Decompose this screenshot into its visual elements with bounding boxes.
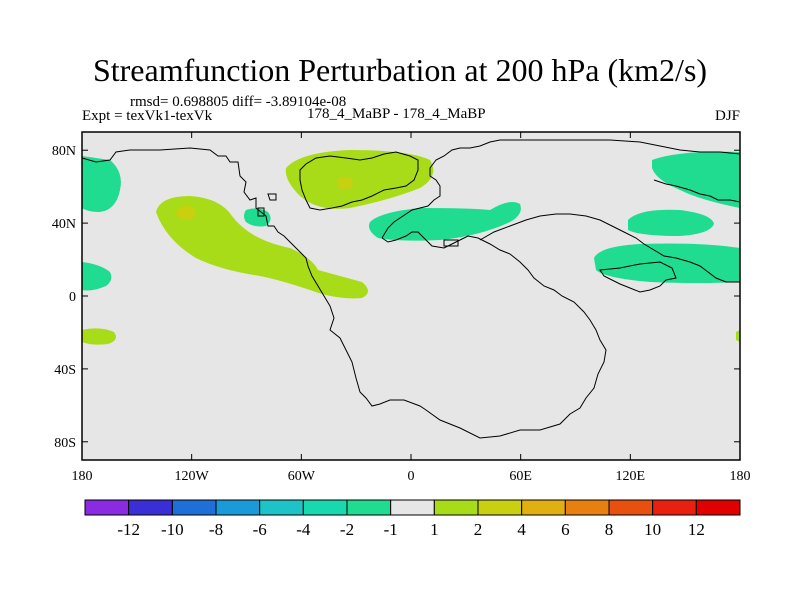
positive-anomaly-pacific [156, 196, 368, 299]
colorbar-swatch [564, 499, 610, 516]
x-tick-label: 180 [72, 469, 93, 484]
y-tick-label: 80S [54, 436, 76, 451]
positive-anomaly-pacific-core [176, 206, 196, 220]
chart-title: Streamfunction Perturbation at 200 hPa (… [92, 52, 708, 88]
negative-anomaly-asia-east [594, 243, 740, 283]
y-axis: 80N 40N 0 40S 80S [52, 144, 740, 451]
x-tick-label: 120E [616, 469, 646, 484]
positive-anomaly-south-pacific [82, 328, 116, 345]
colorbar-swatch [171, 499, 217, 516]
run-label: 178_4_MaBP - 178_4_MaBP [307, 106, 486, 122]
positive-anomaly-date-line-south [736, 330, 740, 342]
colorbar-swatch [302, 499, 348, 516]
colorbar-label: -6 [253, 520, 267, 539]
colorbar-swatch [346, 499, 392, 516]
colorbar-label: 4 [517, 520, 526, 539]
coastlines [82, 139, 740, 439]
colorbar-swatch [608, 499, 654, 516]
colorbar-label: 6 [561, 520, 570, 539]
colorbar-label: 2 [474, 520, 483, 539]
colorbar-swatch [433, 499, 479, 516]
colorbar-label: 1 [430, 520, 439, 539]
experiment-label: Expt = texVk1-texVk [82, 108, 213, 124]
x-tick-label: 60W [288, 469, 316, 484]
colorbar-label: 12 [688, 520, 705, 539]
negative-anomaly-siberia-north [652, 151, 740, 208]
colorbar-swatch [259, 499, 304, 516]
colorbar-swatch [695, 499, 741, 516]
colorbar-label: -4 [296, 520, 311, 539]
x-tick-label: 180 [730, 469, 751, 484]
colorbar-swatch [390, 499, 435, 516]
positive-anomaly-greenland-core [337, 177, 353, 189]
negative-anomaly-east-pacific-equator [82, 262, 112, 291]
colorbar-swatch [477, 499, 523, 516]
colorbar-label: 10 [644, 520, 661, 539]
colorbar-swatch [521, 499, 566, 516]
colorbar-swatch [652, 499, 697, 516]
y-tick-label: 40N [52, 217, 76, 232]
colorbar-swatch [128, 499, 173, 516]
negative-anomaly-europe [369, 202, 521, 241]
colorbar-label: -12 [117, 520, 140, 539]
colorbar-label: -2 [340, 520, 354, 539]
x-tick-label: 120W [175, 469, 210, 484]
x-axis: 180 120W 60W 0 60E 120E 180 [72, 132, 751, 484]
y-tick-label: 40S [54, 363, 76, 378]
colorbar-label: -10 [161, 520, 184, 539]
y-tick-label: 80N [52, 144, 76, 159]
stats-label: rmsd= 0.698805 diff= -3.89104e-08 [130, 94, 347, 110]
negative-anomaly-japan [628, 209, 714, 236]
colorbar: -12 -10 -8 -6 -4 -2 -1 1 2 4 6 8 10 12 [84, 499, 741, 539]
colorbar-swatch [215, 499, 261, 516]
x-tick-label: 0 [408, 469, 415, 484]
colorbar-label: 8 [605, 520, 614, 539]
x-tick-label: 60E [509, 469, 532, 484]
y-tick-label: 0 [69, 290, 76, 305]
season-label: DJF [714, 108, 740, 124]
positive-anomaly-greenland [285, 150, 434, 209]
colorbar-label: -1 [384, 520, 398, 539]
negative-anomaly-west-pacific-north [82, 156, 121, 212]
colorbar-label: -8 [209, 520, 223, 539]
colorbar-swatch [84, 499, 130, 516]
